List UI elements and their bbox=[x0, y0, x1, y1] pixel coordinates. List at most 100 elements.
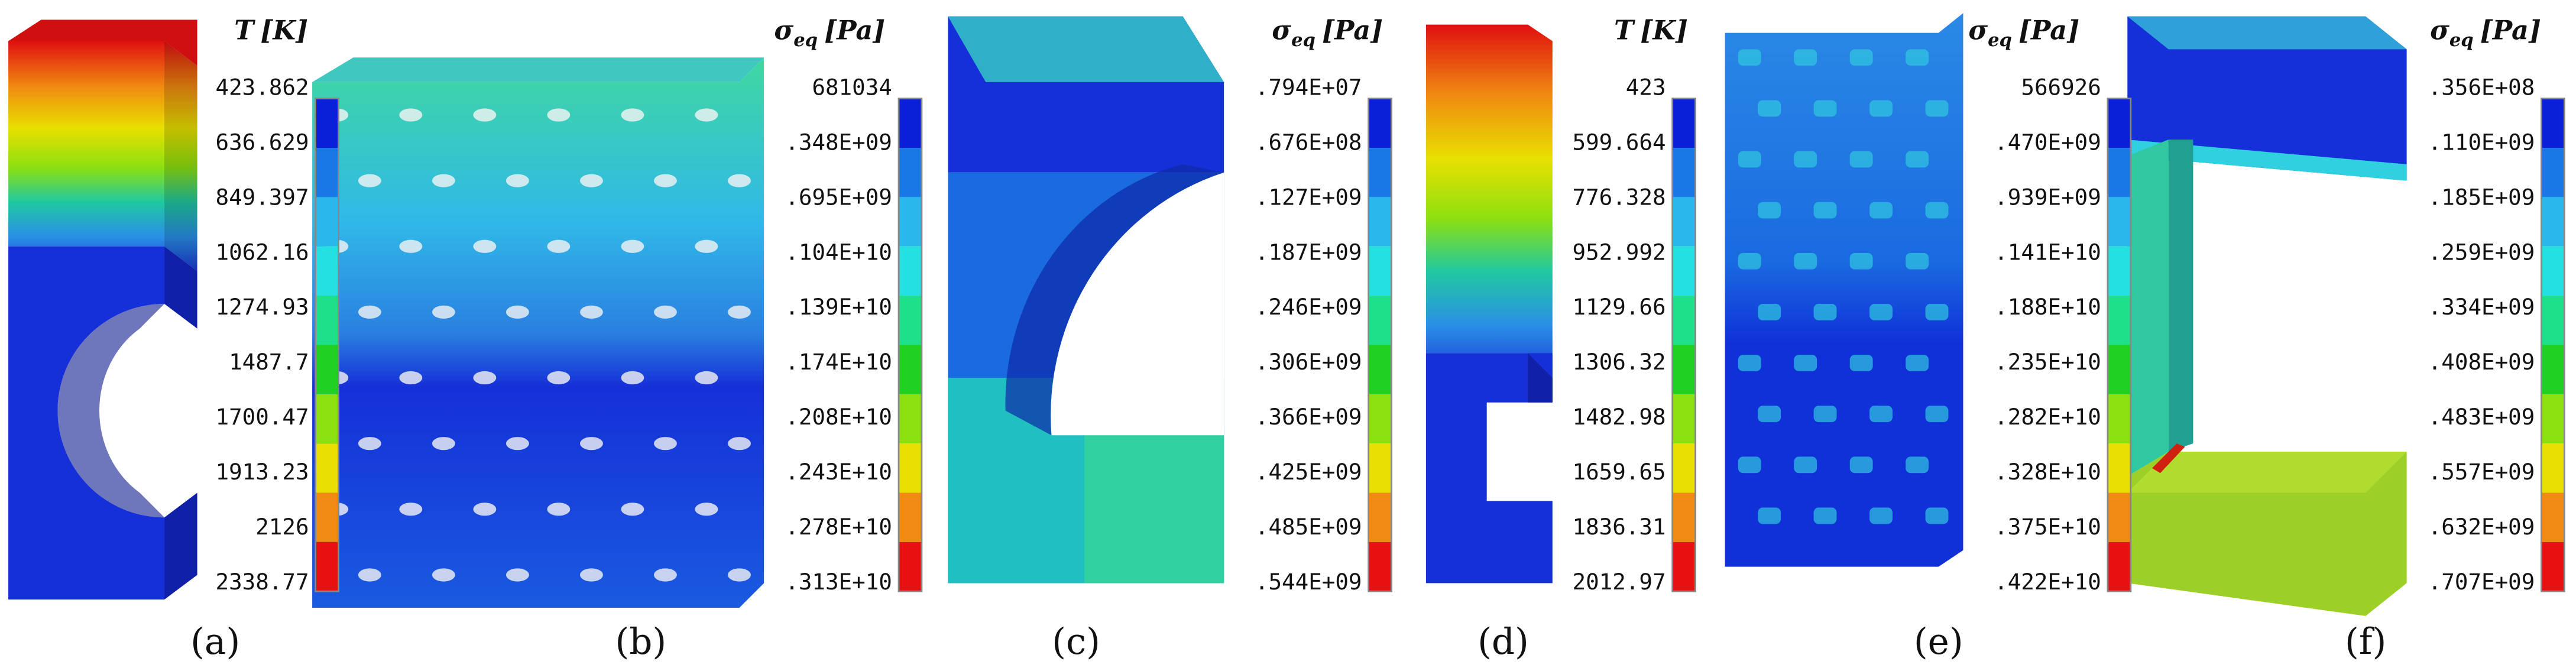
panel: σeq [Pa] 566926 .470E+09 .939E+09 .141E+10 .18… bbox=[1914, 15, 2132, 663]
fem-model-a bbox=[8, 20, 197, 600]
lattice-cell bbox=[1738, 252, 1761, 270]
colorbar-band bbox=[2541, 197, 2565, 247]
lattice-cell bbox=[1813, 304, 1837, 320]
colorbar-band bbox=[1672, 542, 1696, 592]
colorbar-band bbox=[899, 148, 922, 197]
colorbar-label: .470E+09 bbox=[1994, 129, 2101, 155]
lattice-cell bbox=[1738, 151, 1761, 168]
lattice-hole bbox=[695, 239, 718, 253]
colorbar-title: σeq [Pa] bbox=[1968, 15, 2079, 51]
lattice-hole bbox=[621, 108, 644, 122]
lattice-hole bbox=[358, 437, 381, 450]
colorbar-label: 2012.97 bbox=[1572, 569, 1666, 595]
colorbar-label: 1700.47 bbox=[215, 404, 309, 430]
colorbar-label: .334E+09 bbox=[2428, 294, 2535, 320]
colorbar-band bbox=[2541, 148, 2565, 197]
colorbar-label: .557E+09 bbox=[2428, 459, 2535, 485]
colorbar-label: .483E+09 bbox=[2428, 404, 2535, 430]
lattice-cell bbox=[1849, 456, 1873, 474]
colorbar-frame bbox=[1671, 98, 1696, 592]
colorbar-label: 952.992 bbox=[1572, 239, 1666, 265]
colorbar-band bbox=[2107, 542, 2131, 592]
colorbar-band bbox=[315, 394, 339, 444]
lattice-cell bbox=[1925, 100, 1949, 117]
lattice-cell bbox=[1794, 151, 1817, 168]
colorbar-band bbox=[315, 296, 339, 345]
title-unit: [K] bbox=[1640, 15, 1688, 46]
lattice-cell bbox=[1869, 406, 1893, 423]
lattice-hole bbox=[432, 568, 455, 582]
colorbar-band bbox=[315, 492, 339, 542]
lattice-cell bbox=[1906, 456, 1929, 474]
colorbar-label: .422E+10 bbox=[1994, 569, 2101, 595]
colorbar-label: .485E+09 bbox=[1255, 514, 1362, 540]
lattice-cell bbox=[1925, 304, 1949, 320]
colorbar-label: 1306.32 bbox=[1572, 349, 1666, 375]
title-subscript: eq bbox=[793, 30, 818, 51]
colorbar-label: .707E+09 bbox=[2428, 569, 2535, 595]
colorbar-label: .139E+10 bbox=[785, 294, 892, 320]
panel-label: (b) bbox=[615, 621, 666, 663]
lattice-hole bbox=[399, 108, 423, 122]
colorbar-label: .243E+10 bbox=[785, 459, 892, 485]
lattice-hole bbox=[473, 108, 497, 122]
lattice-hole bbox=[358, 174, 381, 187]
lattice-cell bbox=[1869, 507, 1893, 524]
colorbar-label: 566926 bbox=[2021, 74, 2101, 101]
colorbar-label: .328E+10 bbox=[1994, 459, 2101, 485]
colorbar-label: .366E+09 bbox=[1255, 404, 1362, 430]
colorbar-label: 1482.98 bbox=[1572, 404, 1666, 430]
colorbar-title: T [K] bbox=[1614, 15, 1688, 46]
colorbar-band bbox=[1368, 394, 1392, 444]
panel-label: (e) bbox=[1914, 621, 1963, 663]
colorbar-label: 599.664 bbox=[1572, 129, 1666, 155]
lattice-hole bbox=[506, 437, 529, 450]
colorbar-band bbox=[1672, 148, 1696, 197]
colorbar-label: .141E+10 bbox=[1994, 239, 2101, 265]
colorbar-label: .185E+09 bbox=[2428, 184, 2535, 210]
colorbar-label: 1913.23 bbox=[215, 459, 309, 485]
lattice-hole bbox=[579, 568, 603, 582]
colorbar-label: .632E+09 bbox=[2428, 514, 2535, 540]
colorbar-frame bbox=[2107, 98, 2132, 592]
title-symbol: σ bbox=[2430, 15, 2449, 46]
lattice-hole bbox=[728, 437, 751, 450]
lattice-hole bbox=[432, 174, 455, 187]
colorbar-label: .306E+09 bbox=[1255, 349, 1362, 375]
colorbar-band bbox=[899, 345, 922, 394]
lattice-cell bbox=[1869, 304, 1893, 320]
colorbar-label: .348E+09 bbox=[785, 129, 892, 155]
lattice-cell bbox=[1794, 355, 1817, 371]
colorbar-band bbox=[1672, 394, 1696, 444]
colorbar-label: 1836.31 bbox=[1572, 514, 1666, 540]
lattice-cell bbox=[1738, 49, 1761, 66]
colorbar-band bbox=[1368, 246, 1392, 296]
lattice-cell bbox=[1813, 406, 1837, 423]
lattice-cell bbox=[1758, 406, 1781, 423]
lattice-cell bbox=[1869, 100, 1893, 117]
lattice-hole bbox=[621, 371, 644, 385]
lattice-hole bbox=[473, 371, 497, 385]
panel: σeq [Pa] 681034 .348E+09 .695E+09 .104E+10 .13… bbox=[615, 15, 923, 663]
lattice-cell bbox=[1794, 252, 1817, 270]
lattice-hole bbox=[728, 305, 751, 319]
colorbar-band bbox=[315, 345, 339, 394]
lattice-hole bbox=[473, 503, 497, 516]
colorbar-title: T [K] bbox=[234, 15, 308, 46]
colorbar-label: .356E+08 bbox=[2428, 74, 2535, 101]
panel: σeq [Pa] .356E+08 .110E+09 .185E+09 .259E+09.… bbox=[2345, 15, 2565, 663]
title-symbol: σ bbox=[1968, 15, 1988, 46]
colorbar-band bbox=[899, 394, 922, 444]
colorbar-label: .313E+10 bbox=[785, 569, 892, 595]
lattice-cell bbox=[1925, 406, 1949, 423]
colorbar-band bbox=[315, 197, 339, 247]
lattice-cell bbox=[1925, 507, 1949, 524]
colorbar-band bbox=[1368, 542, 1392, 592]
colorbar-band bbox=[2541, 246, 2565, 296]
colorbar-label: 776.328 bbox=[1572, 184, 1666, 210]
fem-model-d bbox=[1425, 24, 1553, 584]
lattice-hole bbox=[399, 371, 423, 385]
panel: T [K] 423 599.664 776.328 952.992 1129.66 1306.… bbox=[1477, 15, 1696, 663]
fem-model-c bbox=[948, 16, 1224, 584]
colorbar-band bbox=[2541, 98, 2565, 148]
